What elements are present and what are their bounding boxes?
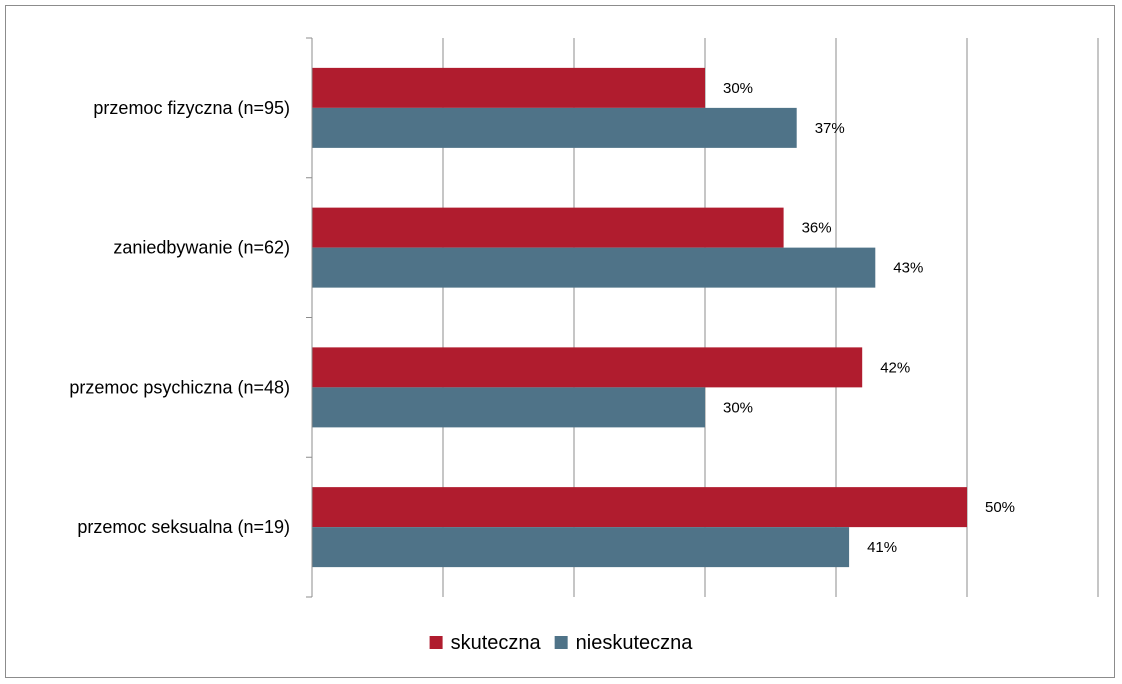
bar-skuteczna	[312, 207, 784, 248]
legend: skuteczna nieskuteczna	[429, 632, 694, 654]
bar-skuteczna	[312, 67, 705, 108]
bar-nieskuteczna	[312, 527, 850, 568]
bar-nieskuteczna	[312, 247, 876, 288]
bar-skuteczna	[312, 347, 863, 388]
category-label: zaniedbywanie (n=62)	[113, 238, 290, 258]
legend-item: nieskuteczna	[554, 632, 694, 654]
legend-swatch	[429, 636, 443, 649]
bars	[312, 67, 967, 568]
category-label: przemoc fizyczna (n=95)	[93, 98, 290, 118]
bar-nieskuteczna	[312, 387, 705, 428]
labels: przemoc fizyczna (n=95) 30% 37% zaniedbywan…	[69, 80, 1015, 556]
data-label: 41%	[867, 539, 897, 556]
data-label: 36%	[802, 220, 832, 237]
data-label: 50%	[985, 499, 1015, 516]
legend-item: skuteczna	[429, 632, 542, 654]
bar-skuteczna	[312, 487, 967, 528]
legend-label: skuteczna	[451, 632, 542, 654]
legend-swatch	[554, 636, 568, 649]
category-axis	[306, 37, 313, 598]
bar-nieskuteczna	[312, 107, 797, 148]
data-label: 37%	[815, 120, 845, 137]
chart-frame: przemoc fizyczna (n=95) 30% 37% zaniedbywan…	[5, 5, 1115, 678]
bar-chart: przemoc fizyczna (n=95) 30% 37% zaniedbywan…	[69, 37, 1099, 654]
data-label: 30%	[723, 80, 753, 97]
data-label: 30%	[723, 399, 753, 416]
category-label: przemoc psychiczna (n=48)	[69, 377, 290, 397]
data-label: 42%	[880, 359, 910, 376]
data-label: 43%	[893, 260, 923, 277]
category-label: przemoc seksualna (n=19)	[77, 517, 290, 537]
legend-label: nieskuteczna	[576, 632, 694, 654]
